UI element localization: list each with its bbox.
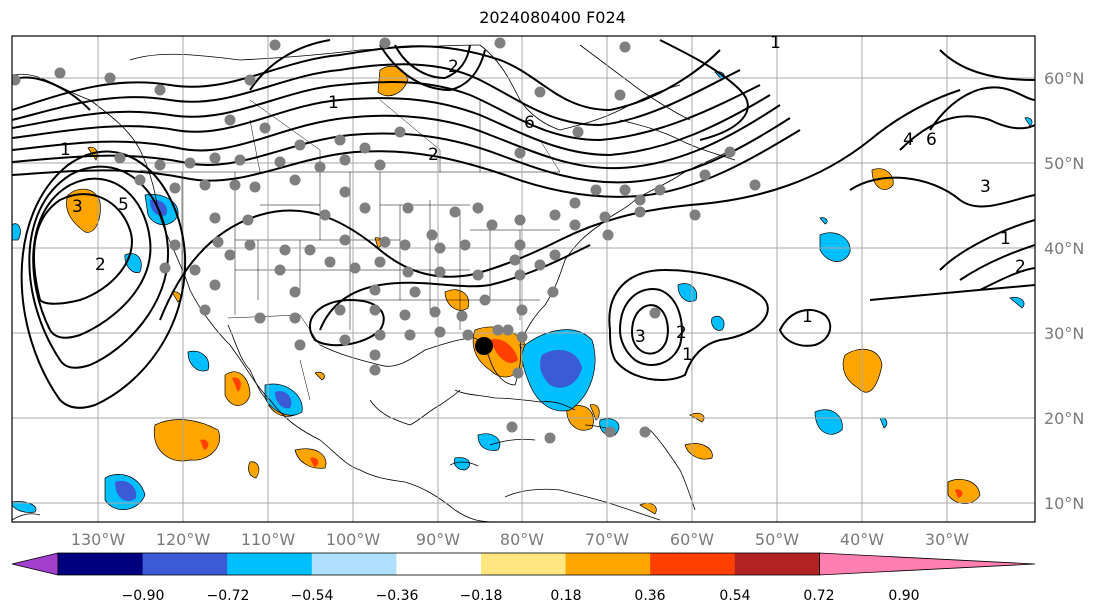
longitude-label: 130°W [71, 530, 126, 549]
colorbar-tick-label: −0.36 [376, 588, 419, 604]
contour-label: 1 [1000, 229, 1011, 249]
longitude-label: 50°W [755, 530, 799, 549]
contour-label: 4 [903, 130, 914, 150]
contour-label-group: 1 2 3 5 6 1 2 1 3 1 2 1 2 3 4 6 1 2 [60, 33, 1026, 365]
colorbar-tick-label: 0.54 [719, 588, 750, 604]
latitude-label: 60°N [1044, 69, 1084, 88]
colorbar-tick-label: 0.72 [803, 588, 834, 604]
longitude-label: 70°W [585, 530, 629, 549]
longitude-label: 110°W [241, 530, 296, 549]
contour-label: 1 [682, 345, 693, 365]
colorbar-tick-labels: −0.90 −0.72 −0.54 −0.36 −0.18 0.18 0.36 … [122, 588, 920, 604]
political-boundaries [139, 99, 561, 401]
colorbar-segment [481, 553, 567, 575]
contour-label: 2 [448, 57, 459, 77]
colorbar-segment [142, 553, 228, 575]
colorbar-tick-label: −0.54 [291, 588, 334, 604]
contour-label: 6 [926, 130, 937, 150]
negative-anomaly-areas [12, 71, 1033, 513]
contour-label: 1 [770, 33, 781, 53]
colorbar-tick-label: 0.90 [888, 588, 919, 604]
colorbar-segment [734, 553, 820, 575]
colorbar-tick-label: −0.90 [122, 588, 165, 604]
colorbar-segment [311, 553, 397, 575]
colorbar-segment [565, 553, 651, 575]
colorbar-segment [58, 553, 144, 575]
storm-center-marker [475, 337, 493, 355]
longitude-labels: 130°W 120°W 110°W 100°W 90°W 80°W 70°W 6… [71, 530, 969, 549]
colorbar-segment [650, 553, 736, 575]
station-markers [12, 37, 761, 444]
longitude-label: 60°W [670, 530, 714, 549]
graticule [12, 36, 1035, 522]
contour-label: 2 [428, 145, 439, 165]
longitude-label: 120°W [156, 530, 211, 549]
contour-label: 3 [980, 177, 991, 197]
colorbar-tick-label: 0.36 [634, 588, 665, 604]
colorbar-tick-label: −0.18 [460, 588, 503, 604]
contour-label: 2 [1015, 257, 1026, 277]
contour-label: 3 [635, 327, 646, 347]
longitude-label: 90°W [416, 530, 460, 549]
contour-label: 6 [524, 113, 535, 133]
contour-label: 1 [328, 93, 339, 113]
contour-label: 5 [118, 195, 129, 215]
colorbar-segment [396, 553, 482, 575]
map-title: 2024080400 F024 [479, 8, 626, 27]
contour-label: 3 [72, 197, 83, 217]
latitude-labels: 60°N 50°N 40°N 30°N 20°N 10°N [1044, 69, 1084, 513]
contour-label: 2 [95, 255, 106, 275]
contour-lines [12, 39, 1035, 409]
latitude-label: 20°N [1044, 409, 1084, 428]
colorbar-extend-low [11, 552, 59, 576]
latitude-label: 40°N [1044, 239, 1084, 258]
colorbar-outline [57, 552, 820, 576]
contour-label: 1 [802, 307, 813, 327]
colorbar-extend-high [819, 552, 1036, 576]
latitude-label: 50°N [1044, 154, 1084, 173]
longitude-label: 40°W [840, 530, 884, 549]
colorbar-segment [227, 553, 313, 575]
latitude-label: 10°N [1044, 494, 1084, 513]
colorbar-tick-label: −0.72 [207, 588, 250, 604]
contour-label: 1 [60, 140, 71, 160]
map-frame [11, 35, 1036, 523]
longitude-label: 80°W [500, 530, 544, 549]
colorbar-tick-label: 0.18 [550, 588, 581, 604]
colorbar [11, 552, 1036, 576]
longitude-label: 100°W [326, 530, 381, 549]
contour-label: 2 [676, 323, 687, 343]
latitude-label: 30°N [1044, 324, 1084, 343]
longitude-label: 30°W [925, 530, 969, 549]
